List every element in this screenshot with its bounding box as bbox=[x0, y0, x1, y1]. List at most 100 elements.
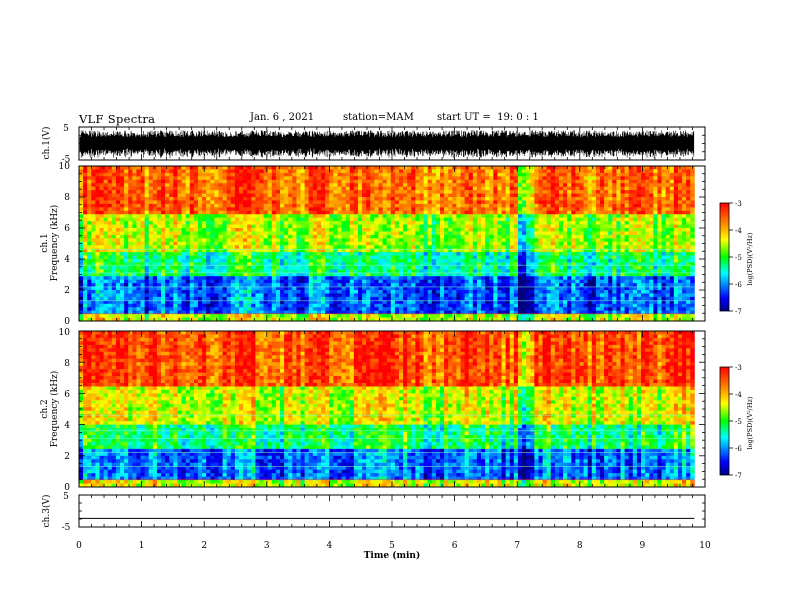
spec-cell bbox=[444, 176, 449, 181]
spec-cell bbox=[435, 186, 441, 191]
spec-cell bbox=[152, 303, 158, 308]
spec-cell bbox=[300, 238, 306, 243]
spec-cell bbox=[509, 307, 515, 312]
spec-cell bbox=[210, 310, 215, 315]
spec-cell bbox=[464, 255, 470, 260]
spec-cell bbox=[481, 290, 486, 294]
spec-cell bbox=[165, 231, 170, 236]
spec-cell bbox=[382, 176, 388, 181]
spec-cell bbox=[111, 272, 117, 277]
spec-cell bbox=[386, 186, 392, 191]
spec-cell bbox=[460, 172, 466, 177]
spec-cell bbox=[259, 269, 265, 274]
spec-cell bbox=[255, 259, 260, 263]
spec-cell bbox=[448, 252, 453, 256]
spec-cell bbox=[456, 217, 461, 222]
spec-cell bbox=[493, 245, 498, 250]
spec-cell bbox=[403, 259, 408, 263]
spec-cell bbox=[407, 179, 412, 184]
spec-cell bbox=[292, 186, 297, 191]
spec-cell bbox=[267, 186, 273, 191]
spec-cell bbox=[394, 314, 400, 318]
spec-cell bbox=[357, 300, 363, 305]
spec-cell bbox=[156, 283, 162, 287]
spec-cell bbox=[177, 283, 182, 287]
spec-cell bbox=[132, 217, 137, 222]
spec-cell bbox=[275, 234, 281, 239]
spec-cell bbox=[83, 197, 88, 201]
spec-cell bbox=[259, 234, 265, 239]
spec-cell bbox=[132, 207, 137, 212]
spec-cell bbox=[193, 286, 199, 291]
spec-cell bbox=[173, 210, 178, 215]
spec-cell bbox=[202, 234, 207, 239]
spec-cell bbox=[197, 255, 203, 260]
spec-cell bbox=[156, 186, 162, 191]
spec-cell bbox=[271, 231, 277, 236]
spec-cell bbox=[140, 190, 146, 194]
spec-cell bbox=[271, 203, 277, 208]
spec-cell bbox=[271, 296, 277, 301]
spec-cell bbox=[263, 238, 269, 243]
spec-cell bbox=[448, 248, 453, 253]
spec-cell bbox=[382, 265, 388, 270]
spec-cell bbox=[140, 197, 146, 201]
spec-cell bbox=[103, 296, 109, 301]
spec-cell bbox=[255, 217, 260, 222]
spec-cell bbox=[415, 307, 420, 312]
spec-cell bbox=[255, 203, 260, 208]
spec-cell bbox=[325, 283, 330, 287]
spec-cell bbox=[485, 317, 490, 322]
spec-cell bbox=[124, 169, 129, 174]
spec-cell bbox=[185, 221, 191, 225]
spec-cell bbox=[308, 207, 314, 212]
spec-cell bbox=[333, 269, 338, 274]
spec-cell bbox=[148, 314, 154, 318]
spec-cell bbox=[497, 317, 502, 322]
spec-cell bbox=[99, 290, 105, 294]
spec-cell bbox=[300, 166, 306, 170]
spec-cell bbox=[230, 169, 236, 174]
spec-cell bbox=[357, 262, 363, 267]
spec-cell bbox=[390, 228, 396, 232]
spec-cell bbox=[517, 186, 523, 191]
spec-cell bbox=[238, 300, 244, 305]
spec-cell bbox=[440, 296, 445, 301]
spec-cell bbox=[251, 176, 256, 181]
spec-cell bbox=[509, 221, 515, 225]
spec-cell bbox=[177, 203, 182, 208]
spec-cell bbox=[390, 307, 396, 312]
spec-cell bbox=[292, 172, 297, 177]
spec-cell bbox=[419, 238, 424, 243]
spec-cell bbox=[464, 314, 470, 318]
spec-cell bbox=[308, 259, 314, 263]
spec-cell bbox=[435, 200, 441, 205]
spec-cell bbox=[202, 259, 207, 263]
spec-cell bbox=[83, 276, 88, 281]
spec-cell bbox=[370, 269, 375, 274]
spec-cell bbox=[107, 276, 113, 281]
spec-cell bbox=[316, 224, 322, 229]
spec-cell bbox=[189, 197, 195, 201]
spec-cell bbox=[357, 245, 363, 250]
spec-cell bbox=[91, 272, 96, 277]
spec-cell bbox=[456, 310, 461, 315]
spec-cell bbox=[378, 234, 383, 239]
spec-cell bbox=[255, 314, 260, 318]
spec-cell bbox=[427, 248, 433, 253]
spec-cell bbox=[341, 186, 347, 191]
spec-cell bbox=[230, 314, 236, 318]
spec-cell bbox=[280, 307, 285, 312]
spec-cell bbox=[210, 197, 215, 201]
spec-cell bbox=[341, 317, 347, 322]
spec-cell bbox=[345, 259, 351, 263]
spec-cell bbox=[95, 176, 100, 181]
spec-cell bbox=[234, 276, 240, 281]
spec-cell bbox=[485, 245, 490, 250]
spec-cell bbox=[87, 169, 92, 174]
spec-cell bbox=[165, 283, 170, 287]
spec-cell bbox=[189, 310, 195, 315]
spec-cell bbox=[91, 293, 96, 298]
spec-cell bbox=[247, 314, 252, 318]
spec-cell bbox=[517, 310, 523, 315]
